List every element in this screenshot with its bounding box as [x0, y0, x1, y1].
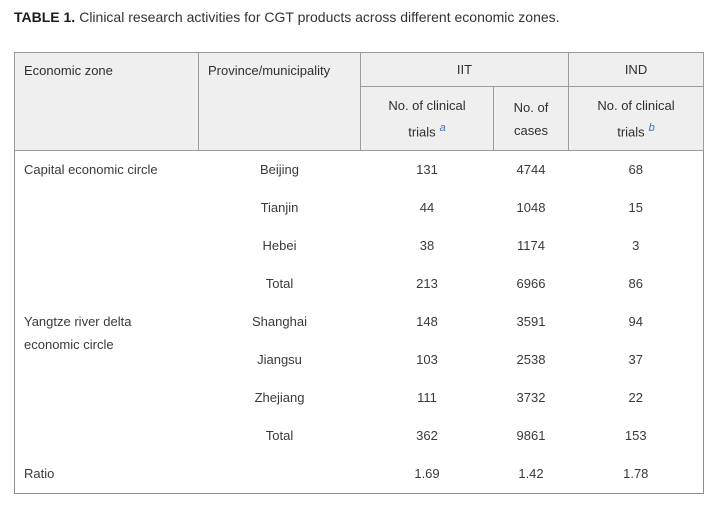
ind-trials-cell: 94: [628, 314, 643, 329]
province-cell: [199, 455, 361, 494]
table-row: Total 362 9861 153: [15, 417, 704, 455]
iit-cases-cell: 3732: [516, 390, 546, 405]
iit-trials-cell: 38: [419, 238, 435, 253]
header-iit-trials: No. of clinical trials a: [360, 86, 494, 151]
ind-trials-cell: 1.78: [623, 466, 649, 481]
header-iit-group: IIT: [359, 52, 570, 87]
ind-trials-cell: 86: [628, 276, 643, 291]
iit-cases-cell: 3591: [516, 314, 546, 329]
ind-trials-cell: 37: [628, 352, 643, 367]
iit-trials-cell: 213: [416, 276, 438, 291]
iit-cases-cell: 4744: [516, 162, 546, 177]
header-ind-group: IND: [568, 52, 705, 87]
province-cell: Zhejiang: [254, 390, 305, 405]
iit-cases-cell: 6966: [516, 276, 546, 291]
ind-trials-cell: 22: [628, 390, 643, 405]
iit-cases-cell: 9861: [516, 428, 546, 443]
table-caption-text: Clinical research activities for CGT pro…: [79, 9, 560, 25]
table-row: Hebei 38 1174 3: [15, 227, 704, 265]
ind-trials-cell: 153: [624, 428, 647, 443]
zone-cell: Yangtze river delta economic circle: [24, 314, 132, 352]
ind-trials-cell: 15: [628, 200, 643, 215]
province-cell: Jiangsu: [257, 352, 302, 367]
iit-trials-cell: 1.69: [414, 466, 440, 481]
province-cell: Hebei: [262, 238, 297, 253]
header-economic-zone: Economic zone: [14, 52, 199, 151]
province-cell: Beijing: [259, 162, 300, 177]
header-iit-trials-label: No. of clinical trials: [388, 97, 466, 140]
zone-cell: Capital economic circle: [24, 162, 158, 177]
header-province: Province/municipality: [198, 52, 361, 151]
header-ind-trials: No. of clinical trials b: [568, 86, 705, 151]
table-row: Ratio 1.69 1.42 1.78: [15, 455, 704, 494]
iit-trials-cell: 362: [416, 428, 438, 443]
province-cell: Total: [265, 276, 294, 291]
iit-cases-cell: 1.42: [518, 466, 544, 481]
table-row: Jiangsu 103 2538 37: [15, 341, 704, 379]
ind-trials-cell: 3: [632, 238, 640, 253]
header-group-row: Economic zone Province/municipality IIT …: [14, 52, 705, 151]
header-ind-trials-label: No. of clinical trials: [597, 97, 675, 140]
iit-trials-cell: 131: [416, 162, 438, 177]
table-row: Capital economic circle Beijing 131 4744…: [15, 151, 704, 190]
zone-cell: Ratio: [24, 466, 55, 481]
province-cell: Tianjin: [260, 200, 299, 215]
footnote-marker-a[interactable]: a: [439, 121, 446, 134]
iit-trials-cell: 148: [416, 314, 438, 329]
iit-trials-cell: 103: [416, 352, 438, 367]
table-row: Total 213 6966 86: [15, 265, 704, 303]
table-row: Tianjin 44 1048 15: [15, 189, 704, 227]
iit-trials-cell: 44: [419, 200, 435, 215]
ind-trials-cell: 68: [628, 162, 643, 177]
iit-cases-cell: 2538: [516, 352, 546, 367]
iit-cases-cell: 1048: [516, 200, 546, 215]
data-table: Economic zone Province/municipality IIT …: [14, 52, 705, 494]
table-header: Economic zone Province/municipality IIT …: [14, 52, 705, 151]
header-sub-row: No. of clinical trials a No. of cases No.…: [15, 86, 705, 151]
table-row: Zhejiang 111 3732 22: [15, 379, 704, 417]
iit-trials-cell: 111: [417, 390, 437, 405]
table-caption-label: TABLE 1.: [14, 9, 76, 25]
header-iit-cases: No. of cases: [492, 86, 570, 151]
province-cell: Shanghai: [252, 314, 307, 329]
footnote-marker-b[interactable]: b: [648, 121, 655, 134]
province-cell: Total: [265, 428, 294, 443]
table-body: Capital economic circle Beijing 131 4744…: [15, 151, 704, 494]
table-row: Yangtze river delta economic circle Shan…: [15, 303, 704, 352]
iit-cases-cell: 1174: [517, 238, 545, 253]
table-caption: TABLE 1. Clinical research activities for…: [14, 9, 703, 26]
